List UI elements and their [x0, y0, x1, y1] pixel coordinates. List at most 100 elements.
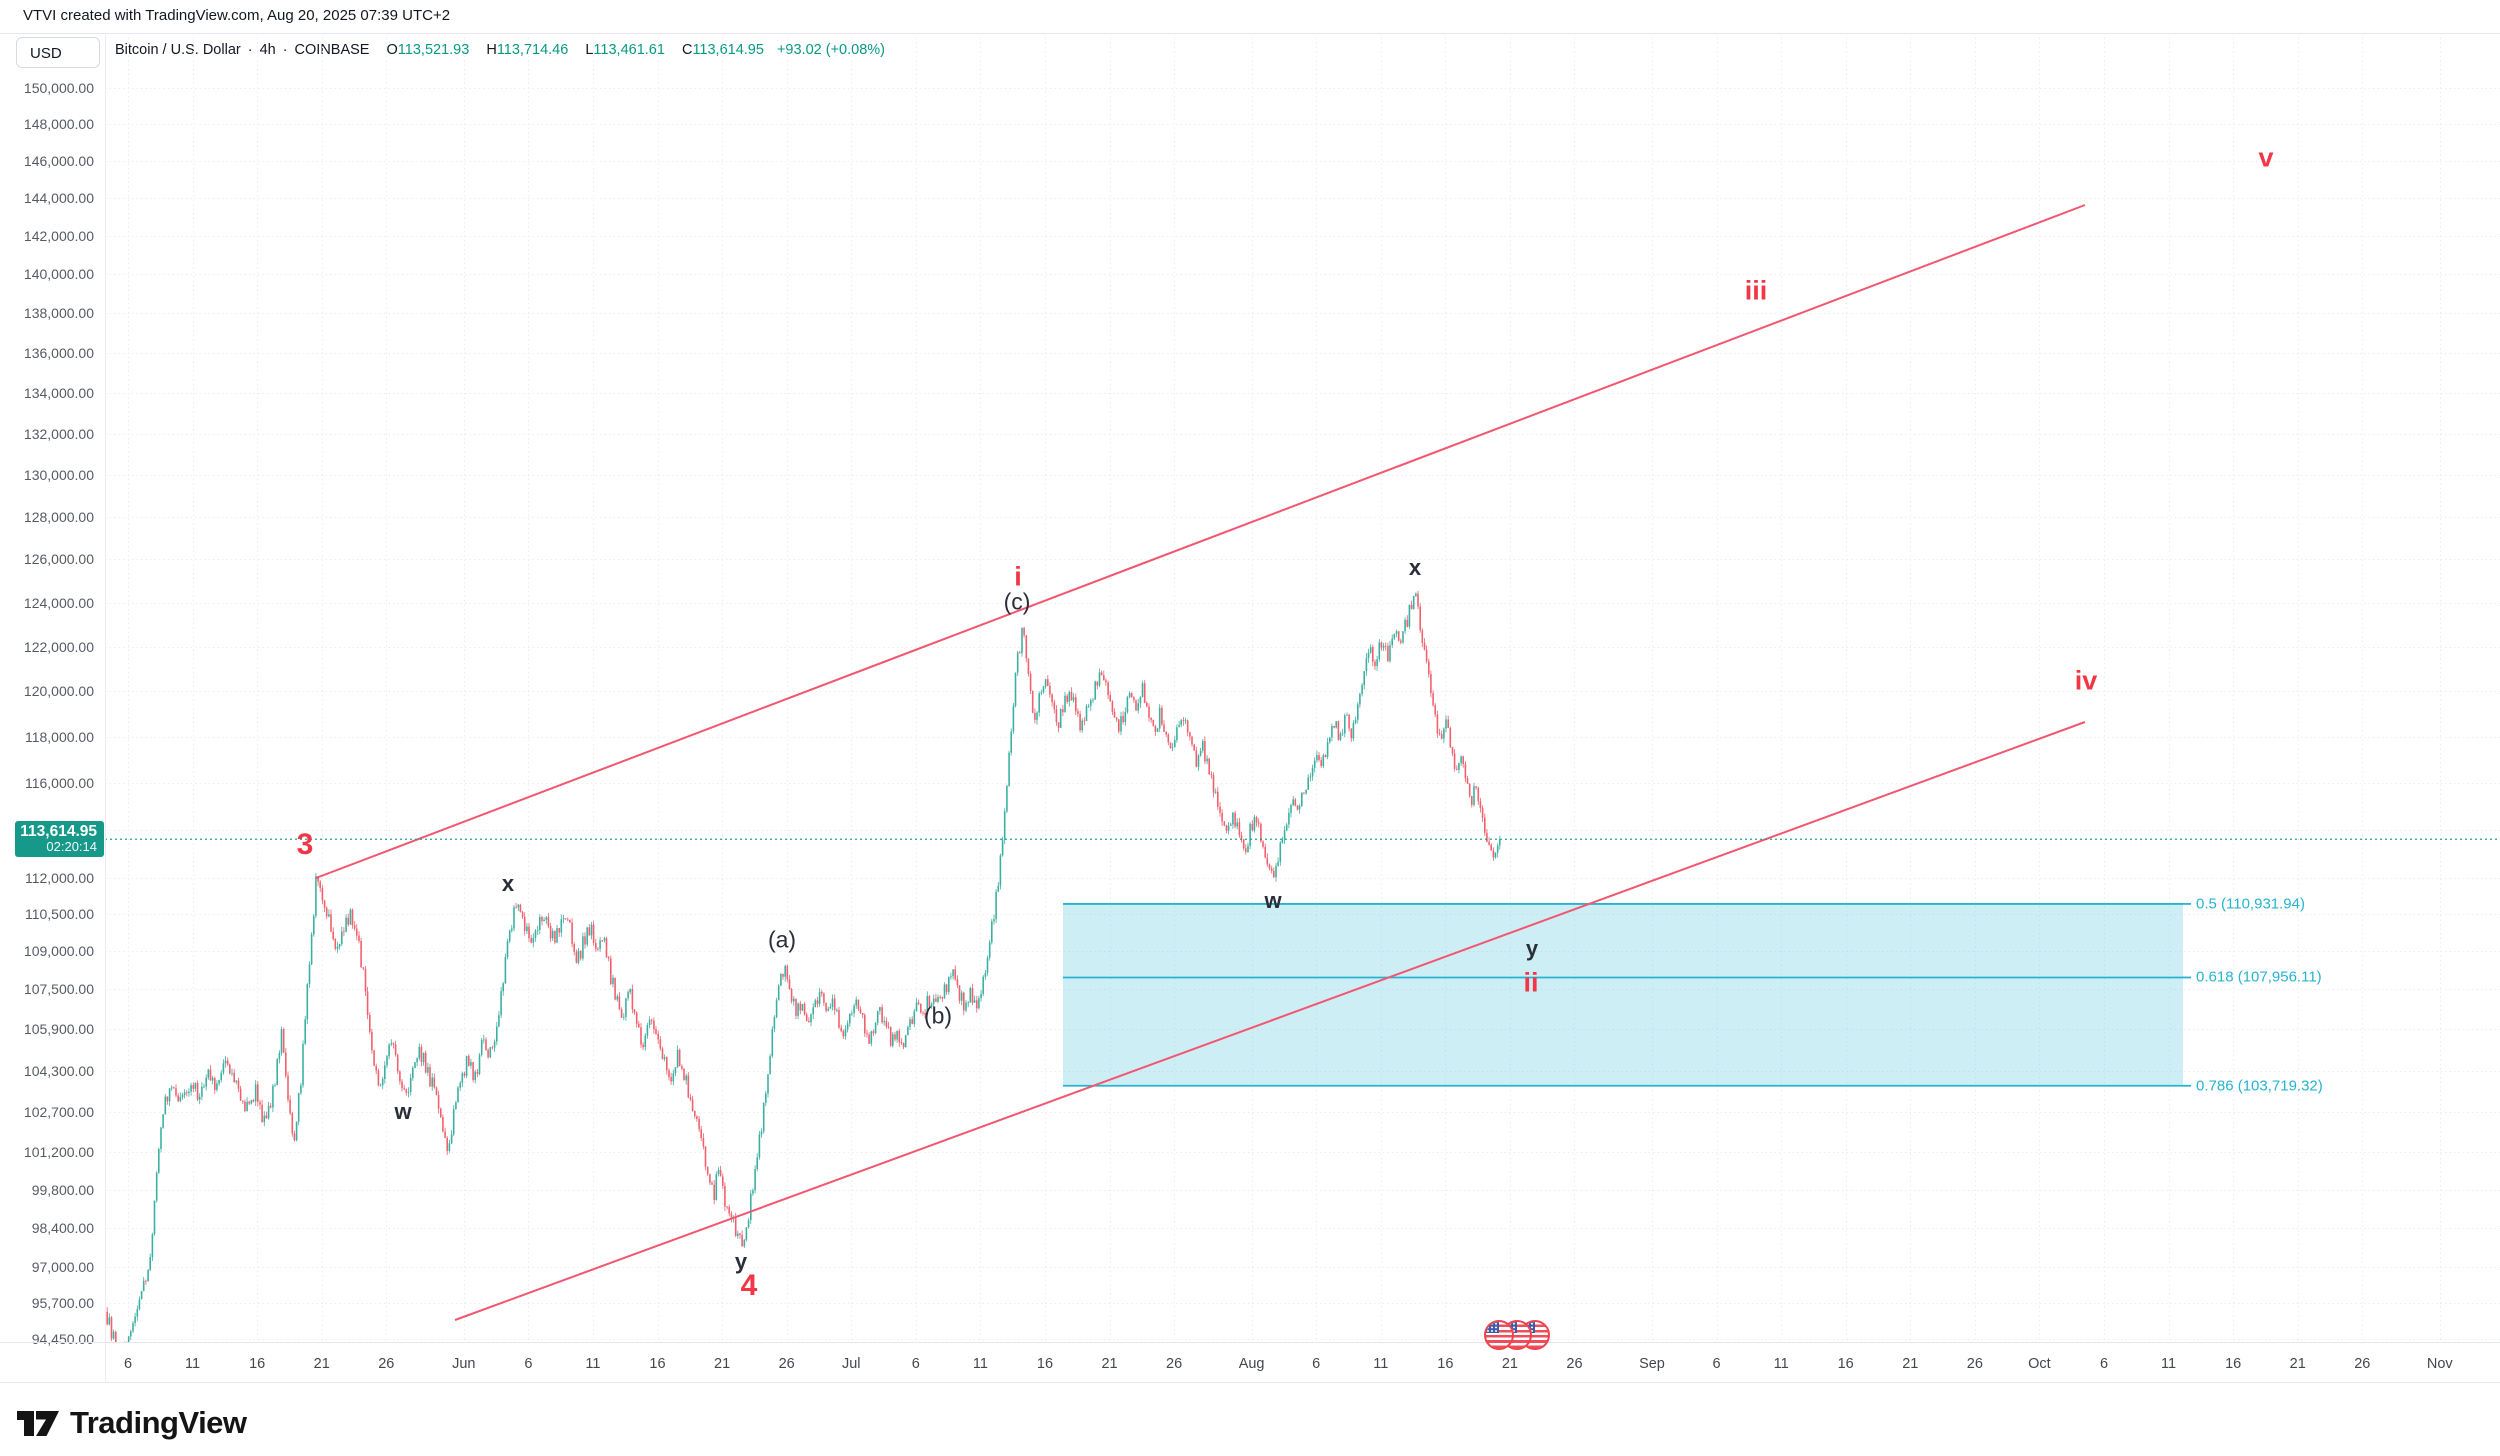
axis-separator	[105, 33, 106, 1382]
time-axis-label: Jul	[841, 1356, 861, 1372]
time-axis-label: 6	[1712, 1356, 1721, 1372]
time-axis-label: 26	[1166, 1356, 1183, 1372]
price-axis-label: 146,000.00	[23, 152, 94, 169]
price-axis-label: 109,000.00	[23, 943, 94, 960]
symbol-title[interactable]: Bitcoin / U.S. Dollar	[115, 42, 241, 58]
price-axis-label: 97,000.00	[31, 1258, 94, 1275]
time-axis-label: 11	[185, 1356, 201, 1372]
time-axis-label: Aug	[1238, 1356, 1265, 1372]
economic-event-flags[interactable]	[1484, 1320, 1554, 1350]
time-axis-label: 16	[1437, 1356, 1454, 1372]
wave-label-x[interactable]: x	[1408, 555, 1422, 580]
time-axis-label: 6	[2099, 1356, 2109, 1372]
tradingview-logo[interactable]: TradingView	[16, 1402, 247, 1444]
time-axis-label: 16	[649, 1356, 666, 1372]
price-axis-label: 122,000.00	[23, 638, 94, 655]
wave-label-i[interactable]: i	[1014, 561, 1022, 592]
us-flag-icon[interactable]	[1484, 1320, 1514, 1350]
time-axis-label: 16	[2225, 1356, 2242, 1372]
price-axis-label: 104,300.00	[23, 1062, 94, 1079]
wave-label-x[interactable]: x	[501, 871, 515, 896]
price-axis-label: 136,000.00	[23, 344, 94, 361]
price-axis-label: 120,000.00	[23, 683, 94, 700]
bar-countdown: 02:20:14	[46, 839, 97, 855]
wave-label-4[interactable]: 4	[740, 1269, 758, 1302]
price-axis-label: 98,400.00	[31, 1220, 94, 1237]
price-axis-label: 94,450.00	[31, 1330, 94, 1347]
wave-label-y[interactable]: y	[734, 1249, 748, 1274]
wave-label-v[interactable]: v	[2258, 142, 2274, 173]
price-axis-label: 102,700.00	[23, 1104, 94, 1121]
last-price-badge: 113,614.95 02:20:14	[15, 821, 104, 858]
price-axis-label: 150,000.00	[23, 79, 94, 96]
symbol-legend[interactable]: Bitcoin / U.S. Dollar · 4h · COINBASE O113,5…	[115, 42, 885, 58]
fib-level-label[interactable]: 0.5 (110,931.94)	[2196, 895, 2305, 913]
attribution-text: VTVI created with TradingView.com, Aug 2…	[23, 7, 451, 24]
wave-label-iii[interactable]: iii	[1744, 275, 1768, 306]
price-axis-label: 132,000.00	[23, 425, 94, 442]
wave-label-y[interactable]: y	[1525, 936, 1539, 961]
time-axis-label: 16	[1837, 1356, 1854, 1372]
price-axis-label: 110,500.00	[24, 906, 94, 923]
price-axis-label: 130,000.00	[23, 466, 94, 483]
currency-selector-button[interactable]: USD	[16, 37, 100, 68]
tradingview-logo-text: TradingView	[70, 1405, 247, 1440]
price-axis-label: 112,000.00	[24, 870, 94, 886]
fib-level-label[interactable]: 0.618 (107,956.11)	[2196, 968, 2322, 986]
price-axis-label: 105,900.00	[23, 1021, 94, 1038]
price-axis-label: 148,000.00	[23, 116, 94, 133]
price-axis-label: 138,000.00	[23, 305, 94, 322]
time-axis-label: 11	[1773, 1356, 1789, 1372]
price-axis-label: 107,500.00	[23, 980, 94, 997]
wave-label-a[interactable]: (a)	[767, 926, 797, 953]
ohlc-high: H113,714.46	[486, 42, 569, 58]
last-price-value: 113,614.95	[20, 823, 97, 841]
wave-label-ii[interactable]: ii	[1523, 967, 1539, 998]
exchange-label[interactable]: COINBASE	[294, 42, 370, 58]
ohlc-open: O113,521.93	[386, 42, 470, 58]
wave-label-w[interactable]: w	[394, 1099, 412, 1124]
price-axis-label: 124,000.00	[23, 594, 94, 611]
price-axis-label: 128,000.00	[23, 508, 94, 525]
price-axis-label: 118,000.00	[24, 728, 94, 745]
wave-label-b[interactable]: (b)	[923, 1002, 953, 1029]
price-axis-label: 116,000.00	[24, 775, 94, 792]
price-axis-label: 99,800.00	[31, 1181, 94, 1198]
widget-top-border	[0, 33, 2500, 34]
legend-separator: ·	[247, 42, 253, 58]
time-axis-label: Jun	[452, 1356, 476, 1372]
time-axis-label: 11	[972, 1356, 988, 1372]
time-axis-label: 26	[1966, 1356, 1983, 1372]
price-axis-label: 126,000.00	[23, 551, 94, 568]
time-axis-label: 11	[585, 1356, 601, 1372]
time-axis-label: 21	[313, 1356, 330, 1372]
time-axis-label: 26	[778, 1356, 795, 1372]
time-axis-label: 6	[123, 1356, 133, 1372]
time-axis-label: 6	[1312, 1356, 1321, 1372]
ohlc-low: L113,461.61	[585, 42, 665, 58]
time-axis-label: 16	[249, 1356, 266, 1372]
time-axis-label: 21	[1101, 1356, 1118, 1372]
time-axis-border-top	[0, 1342, 2500, 1343]
time-axis-label: 11	[1373, 1356, 1389, 1372]
wave-label-w[interactable]: w	[1264, 888, 1282, 913]
tradingview-logo-icon	[17, 1411, 59, 1436]
price-axis-label: 144,000.00	[23, 190, 94, 207]
wave-label-3[interactable]: 3	[296, 828, 314, 861]
time-axis-label: 21	[1501, 1356, 1518, 1372]
time-axis-label: 21	[1902, 1356, 1919, 1372]
interval-label[interactable]: 4h	[259, 42, 276, 58]
time-axis-border-bottom	[0, 1382, 2500, 1383]
price-axis-label: 95,700.00	[31, 1295, 94, 1312]
wave-label-c[interactable]: (c)	[1003, 588, 1031, 615]
price-change: +93.02 (+0.08%)	[776, 42, 885, 58]
legend-separator: ·	[282, 42, 288, 58]
wave-label-iv[interactable]: iv	[2074, 665, 2098, 696]
time-axis-label: Nov	[2426, 1356, 2453, 1372]
fib-level-label[interactable]: 0.786 (103,719.32)	[2196, 1077, 2323, 1095]
time-axis-label: 26	[378, 1356, 395, 1372]
price-axis-label: 142,000.00	[23, 228, 94, 245]
time-axis-label: 26	[2354, 1356, 2371, 1372]
